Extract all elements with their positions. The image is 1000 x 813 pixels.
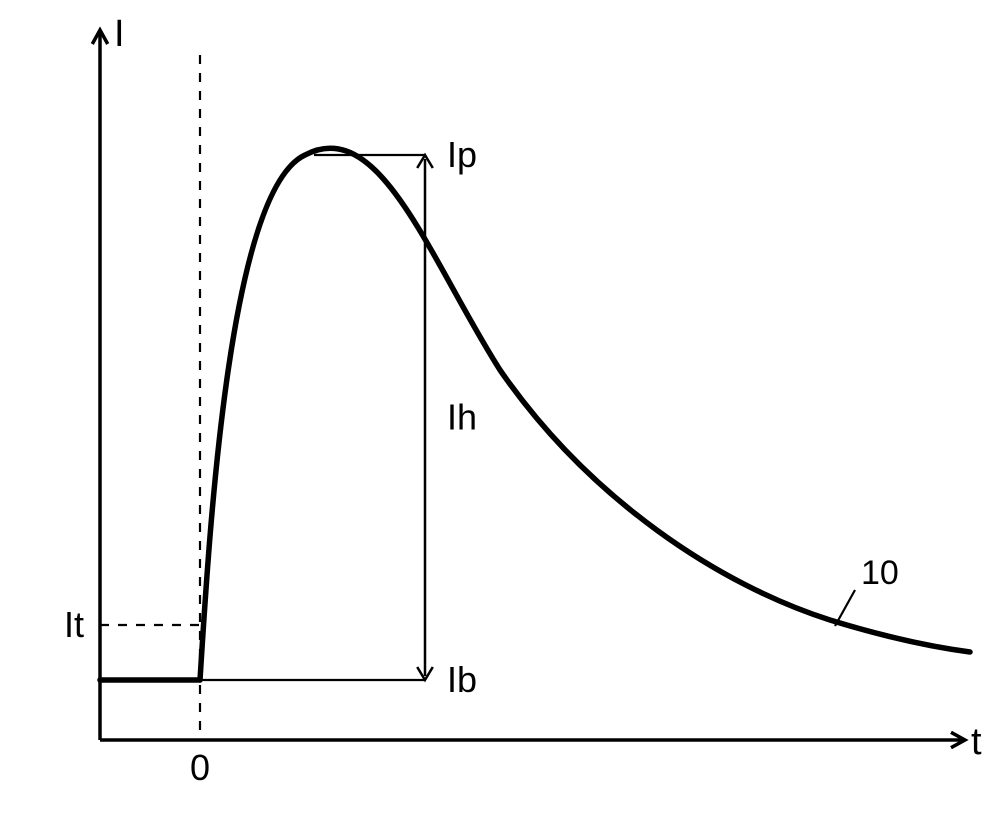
t0-label: 0 <box>190 747 210 788</box>
ip-label: Ip <box>447 134 477 175</box>
x-axis-label: t <box>971 721 982 763</box>
ih-label: Ih <box>447 397 477 438</box>
ib-label: Ib <box>447 659 477 700</box>
curve-annotation-label: 10 <box>861 554 899 592</box>
it-label: It <box>64 604 84 645</box>
y-axis-label: I <box>114 13 125 55</box>
response-curve <box>200 148 970 680</box>
curve-annotation-leader <box>835 590 855 626</box>
